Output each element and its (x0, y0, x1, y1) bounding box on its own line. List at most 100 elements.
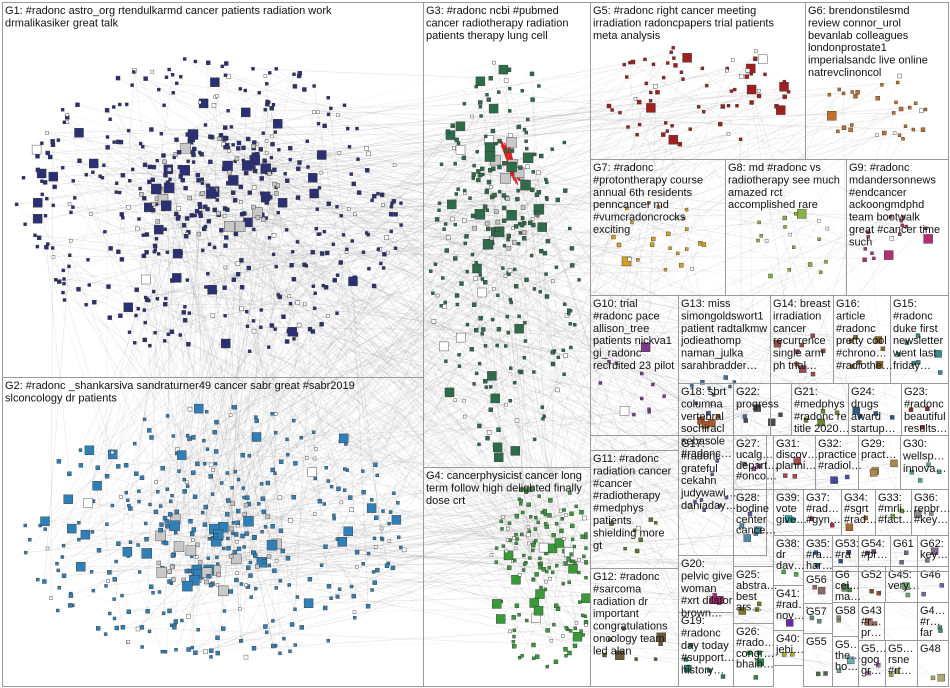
group-label-line: went last (892, 348, 936, 360)
node-g5 (635, 132, 639, 137)
node-g3 (506, 237, 510, 242)
edge (89, 450, 320, 502)
node-g46 (939, 583, 944, 588)
edge (241, 214, 297, 335)
node-g1 (371, 283, 377, 289)
node-g3 (503, 274, 508, 278)
edge (40, 214, 396, 526)
node-g1 (210, 77, 220, 88)
node-g16 (874, 336, 882, 344)
node-g3 (463, 414, 467, 419)
node-g3 (456, 141, 461, 145)
node-g1-hub (197, 201, 202, 207)
node-g1 (88, 158, 99, 169)
node-g2-hub (195, 542, 200, 548)
edge (62, 156, 491, 293)
node-g1 (322, 229, 327, 234)
node-g1 (227, 148, 231, 153)
node-g5 (688, 127, 692, 131)
node-g2 (96, 548, 102, 553)
edge (504, 245, 552, 641)
node-g2 (329, 484, 334, 489)
group-g55: G55 (803, 633, 833, 687)
edge (74, 197, 345, 470)
node-g2 (119, 495, 123, 499)
node-g4 (545, 664, 549, 669)
edge (352, 281, 369, 607)
edge (109, 165, 475, 318)
node-g1 (326, 314, 330, 318)
node-g2 (200, 510, 205, 515)
node-g3-hub (492, 192, 497, 198)
edge (155, 245, 505, 334)
node-g1 (118, 313, 123, 318)
node-g15 (938, 370, 943, 375)
edge (47, 190, 519, 549)
node-g1 (135, 226, 140, 232)
node-g2 (110, 450, 115, 455)
node-g3-hub (472, 226, 477, 231)
edge (176, 83, 461, 127)
node-g2 (127, 503, 131, 508)
edge (178, 321, 435, 472)
edge (446, 250, 666, 270)
node-g1 (317, 186, 322, 190)
node-g3 (540, 405, 544, 409)
edge (192, 263, 239, 648)
edge (69, 203, 850, 591)
node-g4 (519, 498, 523, 503)
node-g1-hub (234, 221, 246, 233)
node-g1 (61, 290, 65, 295)
group-label-line: #ra… (806, 549, 833, 561)
node-g4 (512, 634, 516, 639)
node-g1 (197, 100, 202, 105)
edge (128, 638, 284, 643)
edge (38, 237, 152, 587)
edge (294, 154, 323, 610)
group-label-line: #chrono… (836, 348, 887, 360)
edge (917, 362, 928, 561)
node-g1-hub (267, 171, 272, 176)
node-g3 (532, 370, 536, 374)
edge (128, 555, 163, 652)
node-g2 (205, 447, 210, 451)
node-g4 (566, 556, 571, 562)
node-g4 (511, 575, 521, 585)
node-g3 (526, 117, 530, 122)
group-label-line: G15: (893, 298, 917, 310)
edge (843, 93, 848, 478)
edge (165, 298, 250, 505)
edge (439, 203, 445, 347)
edge (224, 139, 713, 475)
edge (292, 237, 492, 333)
node-g1 (313, 306, 317, 310)
node-g10 (640, 342, 651, 352)
node-g3 (570, 263, 575, 268)
edge (518, 92, 858, 128)
node-g5 (668, 135, 679, 145)
node-g2 (326, 584, 332, 589)
edge (267, 101, 851, 131)
node-g1-hub (232, 198, 238, 203)
node-g2 (122, 547, 133, 557)
node-g1 (288, 157, 292, 162)
edge (268, 101, 347, 445)
node-g2 (293, 461, 298, 466)
edge (231, 417, 893, 557)
node-g48 (937, 674, 945, 682)
node-g2 (208, 474, 214, 479)
node-g8 (788, 232, 792, 237)
node-g1 (379, 192, 385, 198)
edge (274, 472, 313, 571)
edge (299, 134, 878, 326)
edge (47, 152, 176, 155)
edge (233, 279, 566, 356)
node-g2 (244, 495, 250, 500)
edge (523, 569, 535, 604)
node-g1 (35, 244, 40, 249)
node-g4 (514, 603, 520, 608)
edge (80, 560, 928, 567)
node-g6 (875, 133, 879, 137)
edge (583, 405, 740, 557)
